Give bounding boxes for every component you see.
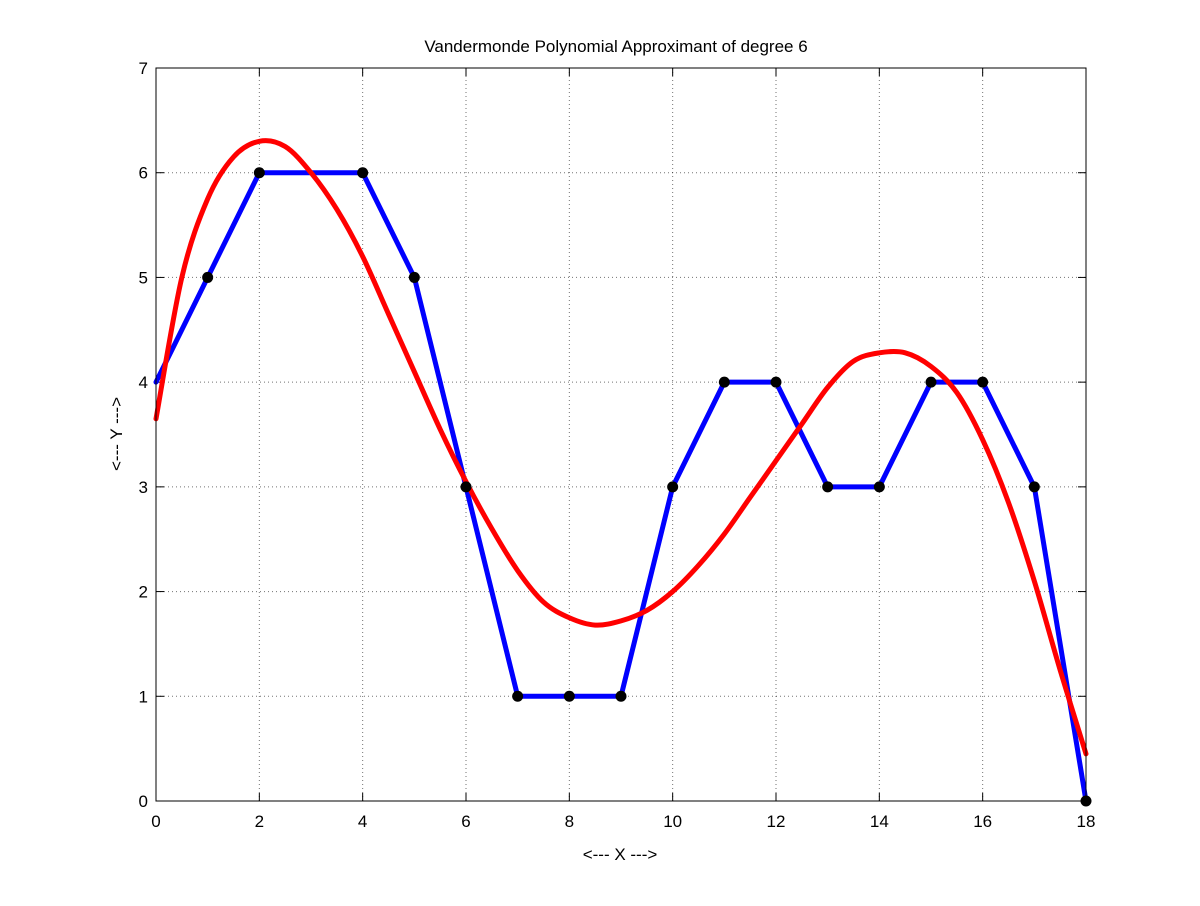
data-point-marker [770,376,782,388]
data-point-marker [822,481,834,493]
x-tick-label: 0 [151,812,160,831]
data-point-marker [667,481,679,493]
data-point-marker [925,376,937,388]
y-tick-label: 1 [139,687,148,706]
data-point-marker [873,481,885,493]
data-point-marker [1028,481,1040,493]
x-tick-label: 14 [870,812,889,831]
series-layer [153,138,1092,807]
data-point-marker [357,167,369,179]
data-point-marker [977,376,989,388]
x-tick-label: 18 [1077,812,1096,831]
y-tick-label: 3 [139,478,148,497]
data-point-marker [202,271,214,283]
data-point-marker [253,167,265,179]
axes-background [155,67,1087,802]
y-tick-label: 2 [139,583,148,602]
axes-frame [155,67,1087,802]
x-axis-label: <--- X ---> [583,845,658,864]
y-tick-label: 7 [139,59,148,78]
x-tick-label: 4 [358,812,367,831]
x-tick-label: 8 [565,812,574,831]
data-point-marker [512,690,524,702]
data-point-marker [460,481,472,493]
x-tick-label: 6 [461,812,470,831]
y-axis-label: <--- Y ---> [107,397,126,471]
y-tick-label: 4 [139,373,148,392]
data-point-marker [615,690,627,702]
x-tick-label: 12 [767,812,786,831]
y-tick-label: 0 [139,792,148,811]
data-point-marker [408,271,420,283]
x-tick-label: 16 [973,812,992,831]
data-point-marker [718,376,730,388]
x-tick-label: 10 [663,812,682,831]
series-curve-approximant [153,138,1089,757]
chart-title: Vandermonde Polynomial Approximant of de… [424,37,807,56]
data-point-marker [563,690,575,702]
y-tick-label: 6 [139,164,148,183]
y-tick-label: 5 [139,268,148,287]
x-tick-label: 2 [255,812,264,831]
